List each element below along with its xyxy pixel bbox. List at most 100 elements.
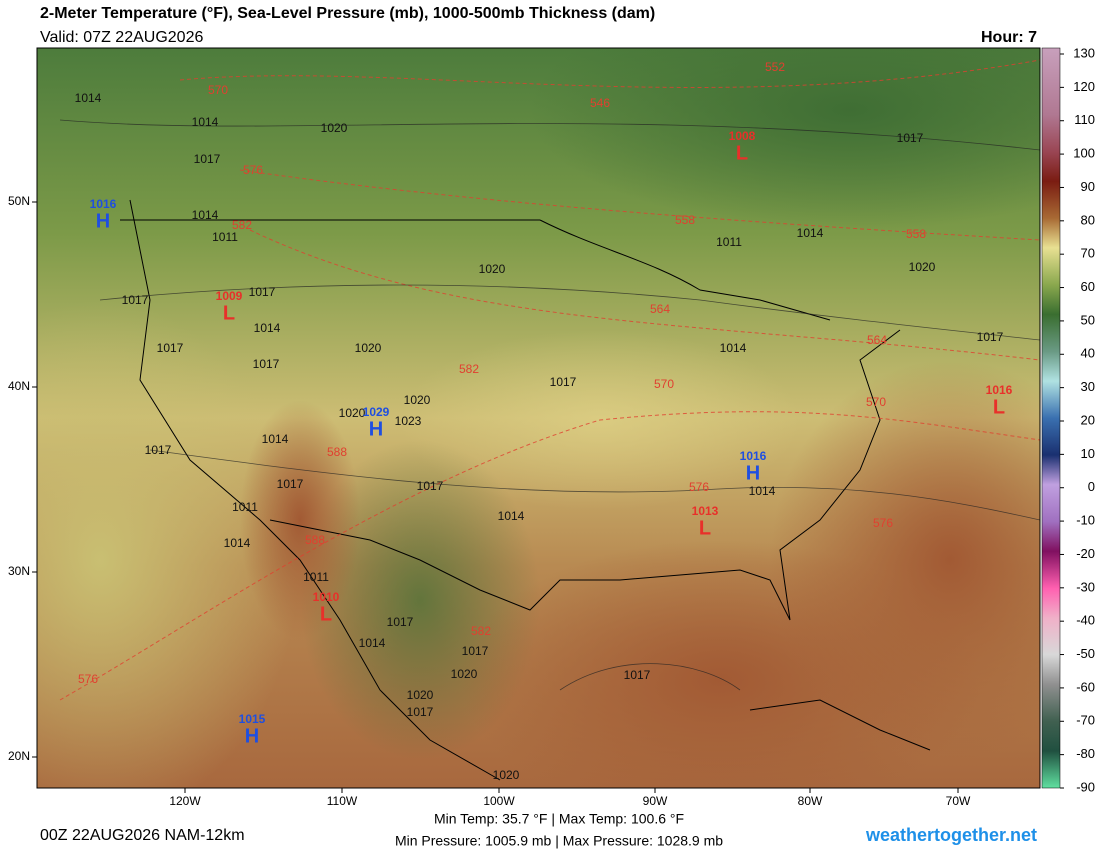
colorbar-label: 10: [1081, 446, 1095, 461]
lat-label: 50N: [8, 194, 30, 208]
map-field: [37, 48, 1040, 788]
thickness-label: 570: [866, 395, 886, 409]
thickness-line: [239, 169, 1040, 241]
isobar-label: 1017: [122, 293, 149, 307]
thickness-label: 558: [675, 213, 695, 227]
isobar-label: 1017: [277, 477, 304, 491]
thickness-contours: [59, 59, 1040, 701]
lon-label: 80W: [798, 794, 823, 808]
thickness-label: 546: [590, 96, 610, 110]
isobar-label: 1014: [192, 115, 219, 129]
atlantic-field: [770, 360, 1040, 760]
border-north: [120, 219, 831, 321]
colorbar-label: 110: [1074, 112, 1095, 127]
isobar: [149, 449, 1040, 521]
isobar-label: 1023: [395, 414, 422, 428]
center-pressure: 1016: [986, 383, 1013, 397]
thickness-line: [179, 59, 1040, 88]
center-letter: L: [320, 603, 332, 625]
isobar: [559, 663, 741, 691]
isobar-label: 1020: [355, 341, 382, 355]
thickness-label: 576: [243, 163, 263, 177]
center-pressure: 1016: [90, 197, 117, 211]
thickness-label: 558: [906, 227, 926, 241]
colorbar-label: 100: [1073, 146, 1095, 161]
colorbar-label: 70: [1081, 246, 1095, 261]
map-frame: [36, 47, 1041, 789]
isobar-label: 1014: [749, 484, 776, 498]
center-letter: L: [736, 142, 748, 164]
isobar-label: 1017: [462, 644, 489, 658]
colorbar-label: 90: [1081, 179, 1095, 194]
desert-field: [240, 400, 360, 640]
isobar-label: 1020: [404, 393, 431, 407]
thickness-label: 588: [305, 533, 325, 547]
isobar-label: 1011: [303, 570, 329, 584]
colorbar-label: 60: [1081, 279, 1095, 294]
thickness-label: 570: [654, 377, 674, 391]
isobar-label: 1014: [262, 432, 289, 446]
isobar-label: 1017: [387, 615, 414, 629]
center-letter: L: [699, 517, 711, 539]
isobar-label: 1011: [232, 500, 258, 514]
lon-label: 120W: [169, 794, 201, 808]
isobar-label: 1014: [192, 208, 219, 222]
thickness-label: 576: [78, 672, 98, 686]
thickness-label: 588: [327, 445, 347, 459]
isobar-label: 1017: [417, 479, 444, 493]
colorbar-label: 130: [1073, 45, 1095, 60]
colorbar: [1041, 47, 1061, 789]
lon-label: 90W: [643, 794, 668, 808]
model-run: 00Z 22AUG2026 NAM-12km: [40, 827, 245, 844]
colorbar-label: -90: [1076, 779, 1095, 794]
isobar: [99, 284, 1040, 341]
pacific-coast: [129, 199, 501, 781]
center-pressure: 1015: [239, 712, 266, 726]
isobar-label: 1020: [407, 688, 434, 702]
center-pressure: 1010: [313, 590, 340, 604]
isobar-label: 1011: [716, 235, 742, 249]
site-name: weathertogether.net: [865, 825, 1037, 845]
colorbar-label: 20: [1081, 412, 1095, 427]
isobar-label: 1017: [624, 668, 651, 682]
isobar-label: 1020: [451, 667, 478, 681]
isobar-label: 1017: [407, 705, 434, 719]
center-letter: L: [223, 302, 235, 324]
colorbar-label: -30: [1076, 579, 1095, 594]
isobar-label: 1017: [253, 357, 280, 371]
isobar-label: 1011: [212, 230, 238, 244]
isobar-label: 1020: [339, 406, 366, 420]
gulf-atlantic-coast: [269, 329, 901, 621]
temp-range: Min Temp: 35.7 °F | Max Temp: 100.6 °F: [434, 811, 684, 827]
isobar-label: 1017: [157, 341, 184, 355]
isobar-label: 1020: [479, 262, 506, 276]
center-pressure: 1013: [692, 504, 719, 518]
colorbar-label: 120: [1073, 79, 1095, 94]
valid-time: Valid: 07Z 22AUG2026: [40, 29, 203, 46]
thickness-line: [59, 411, 1040, 701]
center-pressure: 1029: [363, 405, 390, 419]
isobar-label: 1017: [897, 131, 924, 145]
colorbar-label: -20: [1076, 546, 1095, 561]
thickness-label: 576: [873, 516, 893, 530]
colorbar-label: 0: [1088, 479, 1095, 494]
isobar-label: 1014: [224, 536, 251, 550]
isobar-label: 1014: [498, 509, 525, 523]
colorbar-label: -60: [1076, 679, 1095, 694]
colorbar-label: -50: [1076, 646, 1095, 661]
isobar-label: 1014: [720, 341, 747, 355]
lon-label: 100W: [483, 794, 515, 808]
lat-label: 40N: [8, 379, 30, 393]
isobar-label: 1020: [321, 121, 348, 135]
boundaries: [120, 199, 931, 781]
colorbar-label: 40: [1081, 346, 1095, 361]
pacific-field: [37, 300, 300, 788]
colorbar-label: -70: [1076, 713, 1095, 728]
colorbar-label: 80: [1081, 212, 1095, 227]
colorbar-label: -40: [1076, 613, 1095, 628]
isobar-label: 1014: [75, 91, 102, 105]
isobar-label: 1017: [194, 152, 221, 166]
center-pressure: 1008: [729, 129, 756, 143]
